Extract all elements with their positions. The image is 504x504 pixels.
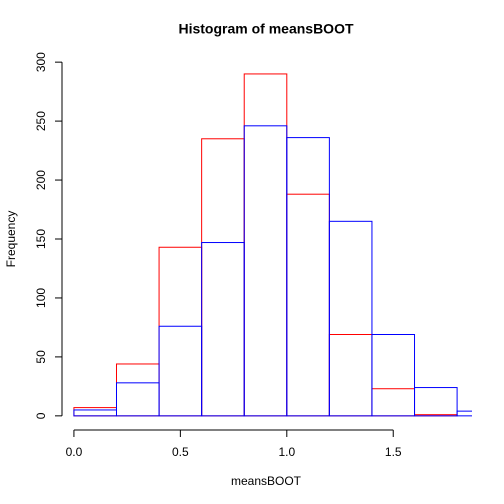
histogram-bar <box>328 334 373 417</box>
x-tick-label: 1.5 <box>385 445 402 459</box>
y-tick-label: 250 <box>34 111 48 131</box>
histogram-bar <box>456 410 472 417</box>
x-tick-label: 0.5 <box>172 445 189 459</box>
plot-area <box>73 73 472 417</box>
histogram-bar <box>414 387 458 417</box>
histogram-bar <box>243 125 288 417</box>
y-tick-label: 150 <box>34 229 48 249</box>
histogram-bar <box>201 242 245 417</box>
y-tick-label: 200 <box>34 170 48 190</box>
y-tick-label: 0 <box>34 412 48 419</box>
histogram-bar <box>243 73 288 417</box>
histogram-bar <box>158 246 203 417</box>
histogram-bar <box>286 137 330 417</box>
y-tick-label: 300 <box>34 52 48 72</box>
histogram-bar <box>286 193 330 417</box>
histogram-bar <box>328 220 373 417</box>
histogram-bar <box>73 407 117 417</box>
chart-title: Histogram of meansBOOT <box>178 21 353 37</box>
y-tick-label: 100 <box>34 288 48 308</box>
histogram-bar <box>115 382 160 417</box>
histogram-bar <box>371 334 416 417</box>
x-tick-label: 1.0 <box>278 445 295 459</box>
y-tick-label: 50 <box>34 350 48 364</box>
y-axis-label: Frequency <box>4 211 18 268</box>
histogram-bar <box>115 363 160 417</box>
histogram-bar <box>201 138 245 417</box>
histogram-bar <box>73 409 117 417</box>
x-tick-label: 0.0 <box>66 445 83 459</box>
histogram-bar <box>158 325 203 417</box>
histogram-bar <box>371 388 416 417</box>
x-axis-label: meansBOOT <box>231 474 302 488</box>
